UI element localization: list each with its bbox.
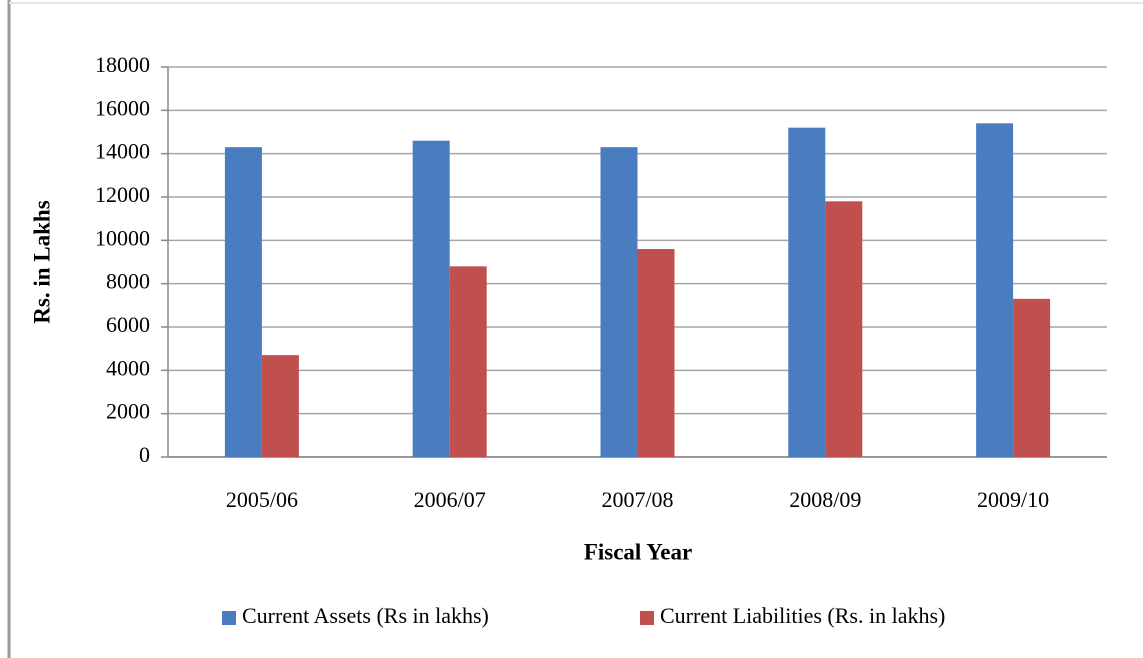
y-tick-label: 14000 xyxy=(95,139,150,164)
y-tick-label: 16000 xyxy=(95,95,150,120)
bar xyxy=(224,147,262,457)
bar xyxy=(788,127,826,458)
y-tick-label: 12000 xyxy=(95,182,150,207)
x-tick-label: 2009/10 xyxy=(977,487,1049,512)
bar xyxy=(449,266,487,457)
x-tick-label: 2008/09 xyxy=(789,487,861,512)
y-axis-title: Rs. in Lakhs xyxy=(29,200,54,323)
x-tick-label: 2006/07 xyxy=(414,487,486,512)
x-axis-title: Fiscal Year xyxy=(584,539,692,564)
y-tick-label: 8000 xyxy=(106,269,150,294)
y-tick-label: 4000 xyxy=(106,355,150,380)
y-tick-label: 18000 xyxy=(95,52,150,77)
bar xyxy=(637,249,675,457)
bar xyxy=(600,147,638,457)
legend-swatch xyxy=(640,611,654,625)
x-tick-label: 2007/08 xyxy=(601,487,673,512)
bar xyxy=(1013,298,1051,457)
y-tick-label: 2000 xyxy=(106,399,150,424)
x-tick-label: 2005/06 xyxy=(226,487,298,512)
legend-label: Current Assets (Rs in lakhs) xyxy=(242,603,489,628)
bar xyxy=(976,123,1014,457)
legend-label: Current Liabilities (Rs. in lakhs) xyxy=(660,603,945,628)
bar xyxy=(412,140,450,457)
legend-swatch xyxy=(222,611,236,625)
y-tick-label: 10000 xyxy=(95,225,150,250)
y-tick-label: 0 xyxy=(139,442,150,467)
bar xyxy=(261,355,299,457)
bar xyxy=(825,201,863,457)
y-tick-label: 6000 xyxy=(106,312,150,337)
legend: Current Assets (Rs in lakhs) Current Liab… xyxy=(222,603,945,628)
